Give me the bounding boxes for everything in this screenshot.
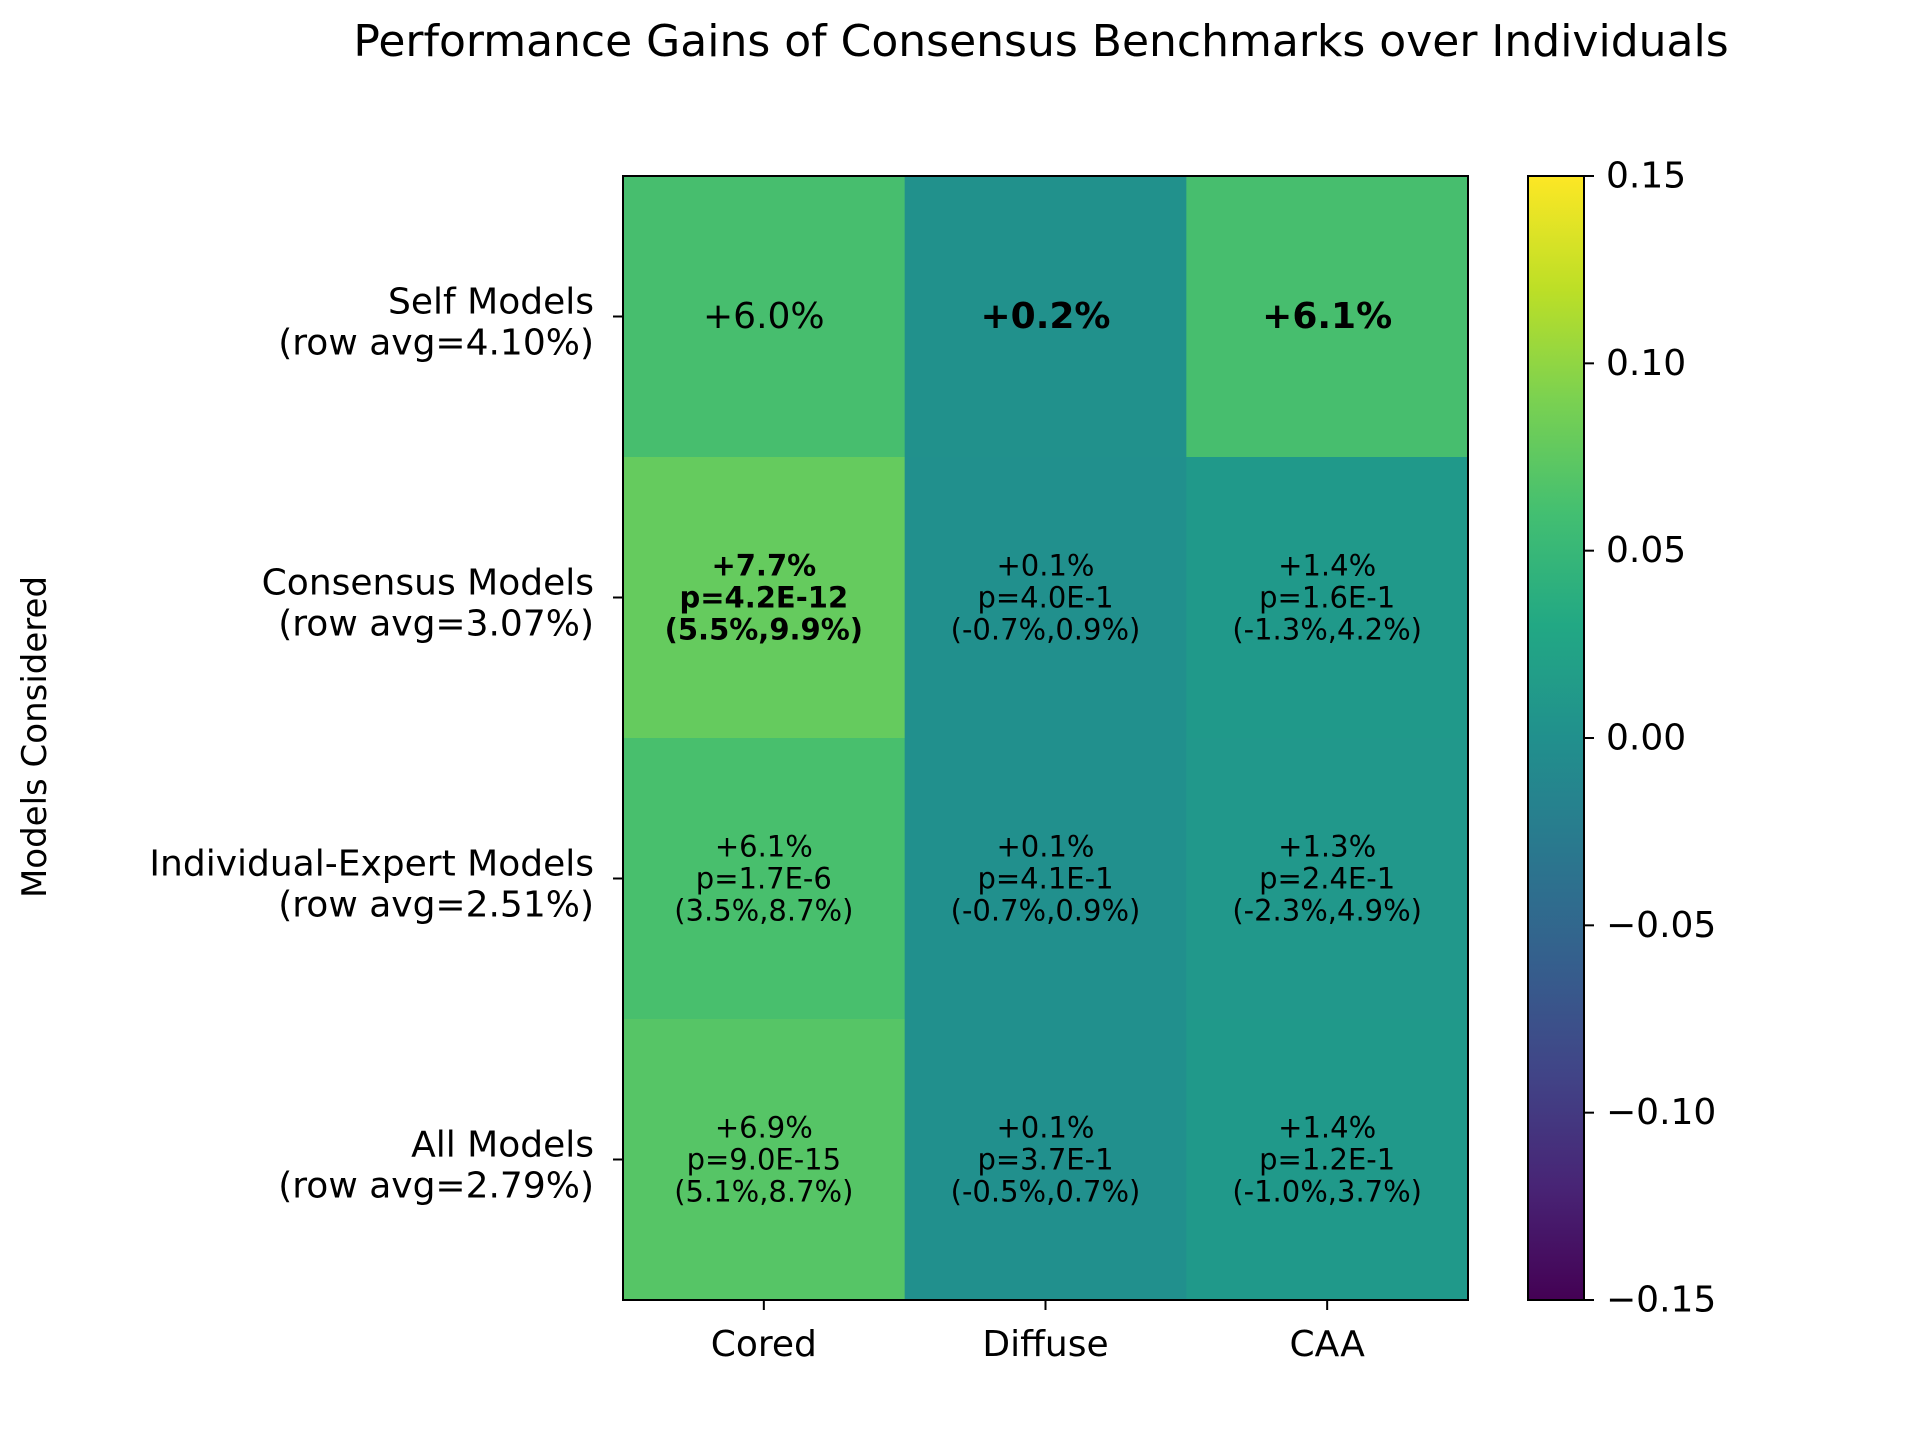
cell-label-ci: (-2.3%,4.9%): [1232, 894, 1422, 928]
cell-label-p: p=9.0E-15: [687, 1143, 842, 1177]
cell-label-gain: +6.9%: [715, 1111, 813, 1145]
y-axis-label: Models Considered: [15, 576, 55, 898]
cell-label-p: p=1.7E-6: [696, 862, 832, 896]
cell-label-p: p=1.2E-1: [1259, 1143, 1395, 1177]
cell-label-gain: +7.7%: [711, 549, 816, 583]
colorbar-tick-label: 0.10: [1606, 343, 1686, 384]
cell-label-p: p=3.7E-1: [977, 1143, 1113, 1177]
cell-label-gain: +6.1%: [715, 830, 813, 864]
heatmap-cell: [623, 1019, 906, 1301]
cell-label-ci: (-0.7%,0.9%): [951, 613, 1141, 647]
colorbar-tick-label: 0.05: [1606, 530, 1686, 571]
heatmap-cells: [623, 176, 1469, 1301]
cell-label-p: p=4.0E-1: [977, 581, 1113, 615]
y-tick-label: Self Models: [388, 282, 594, 323]
column-labels: Cored Diffuse CAA: [711, 1300, 1365, 1365]
cell-label-ci: (3.5%,8.7%): [674, 894, 853, 928]
heatmap-cell: [1186, 176, 1469, 458]
cell-label-ci: (-0.5%,0.7%): [951, 1175, 1141, 1209]
y-tick-row-avg: (row avg=2.79%): [278, 1166, 594, 1207]
cell-label-ci: (5.1%,8.7%): [674, 1175, 853, 1209]
heatmap-cell: [623, 176, 906, 458]
cell-label-gain: +6.1%: [1262, 296, 1392, 337]
y-tick-row-avg: (row avg=3.07%): [278, 604, 594, 645]
colorbar-tick-label: 0.15: [1606, 156, 1686, 197]
colorbar-tick-label: −0.15: [1606, 1280, 1716, 1321]
cell-label-ci: (-1.3%,4.2%): [1232, 613, 1422, 647]
heatmap-cell: [904, 457, 1187, 739]
heatmap-cell: [1186, 1019, 1469, 1301]
cell-label-gain: +0.1%: [997, 549, 1095, 583]
cell-label-gain: +1.3%: [1278, 830, 1376, 864]
cell-label-gain: +6.0%: [703, 296, 825, 337]
heatmap-cell: [904, 738, 1187, 1020]
cell-label-ci: (-0.7%,0.9%): [951, 894, 1141, 928]
heatmap-cell-labels: +6.0% +0.2% +6.1% +7.7%p=4.2E-12(5.5%,9.9%)…: [665, 296, 1422, 1209]
cell-label-p: p=2.4E-1: [1259, 862, 1395, 896]
heatmap-cell: [1186, 457, 1469, 739]
colorbar-ticks: 0.15 0.10 0.05 0.00 −0.05 −0.10 −0.15: [1584, 156, 1716, 1321]
heatmap-cell: [623, 457, 906, 739]
cell-label-gain: +0.1%: [997, 1111, 1095, 1145]
cell-label-p: p=1.6E-1: [1259, 581, 1395, 615]
cell-label-ci: (-1.0%,3.7%): [1232, 1175, 1422, 1209]
cell-label-gain: +1.4%: [1278, 1111, 1376, 1145]
colorbar-tick-label: −0.10: [1606, 1092, 1716, 1133]
heatmap-cell: [1186, 738, 1469, 1020]
y-tick-label: Individual-Expert Models: [149, 844, 594, 885]
colorbar-tick-label: −0.05: [1606, 905, 1716, 946]
y-tick-label: Consensus Models: [262, 563, 594, 604]
colorbar: [1527, 175, 1585, 1301]
cell-label-p: p=4.2E-12: [680, 581, 849, 615]
cell-label-gain: +0.2%: [980, 296, 1110, 337]
cell-label-ci: (5.5%,9.9%): [665, 613, 863, 647]
x-tick-label: Diffuse: [982, 1324, 1108, 1365]
x-tick-label: CAA: [1289, 1324, 1365, 1365]
cell-label-gain: +1.4%: [1278, 549, 1376, 583]
cell-label-p: p=4.1E-1: [977, 862, 1113, 896]
heatmap-cell: [904, 1019, 1187, 1301]
y-tick-row-avg: (row avg=2.51%): [278, 885, 594, 926]
x-tick-label: Cored: [711, 1324, 817, 1365]
cell-label-gain: +0.1%: [997, 830, 1095, 864]
row-labels: Self Models(row avg=4.10%) Consensus Mode…: [149, 282, 623, 1207]
colorbar-tick-label: 0.00: [1606, 718, 1686, 759]
heatmap-cell: [904, 176, 1187, 458]
y-tick-row-avg: (row avg=4.10%): [278, 323, 594, 364]
heatmap-cell: [623, 738, 906, 1020]
y-tick-label: All Models: [411, 1125, 594, 1166]
chart-title: Performance Gains of Consensus Benchmark…: [353, 16, 1728, 67]
